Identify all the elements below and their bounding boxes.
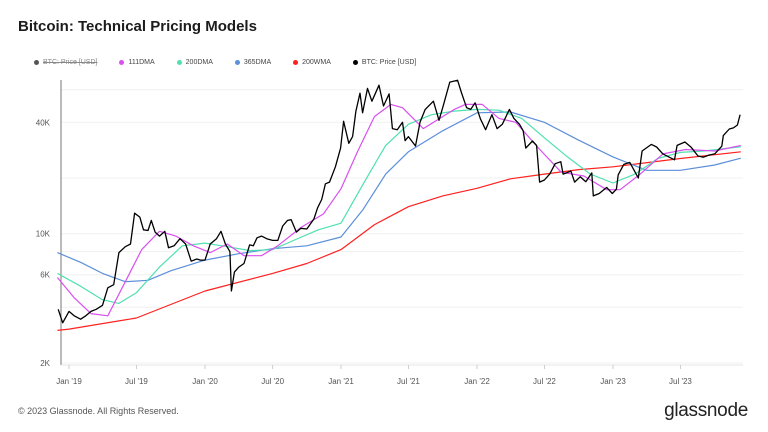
legend-dot xyxy=(352,60,358,65)
legend-label: 111DMA xyxy=(128,59,155,66)
x-tick-label: Jul '22 xyxy=(533,377,556,386)
x-tick-label: Jul '21 xyxy=(397,377,420,386)
legend-item-365dma[interactable]: 365DMA xyxy=(234,59,272,66)
x-tick-label: Jul '19 xyxy=(125,377,148,386)
legend-label: 365DMA xyxy=(243,59,272,66)
legend-dot xyxy=(293,60,299,65)
y-tick-label: 40K xyxy=(36,118,51,127)
x-tick-label: Jul '23 xyxy=(669,377,692,386)
legend-item-btc-price[interactable]: BTC: Price [USD] xyxy=(352,59,417,66)
legend-item-btc-price-disabled[interactable]: BTC: Price [USD] xyxy=(34,59,97,66)
chart-plot: 2K 6K 10K 40K Jan '19 Jul '19 Jan '20 Jul '20 Ja… xyxy=(36,79,743,386)
x-tick-label: Jan '21 xyxy=(328,377,354,386)
series-line-365dma xyxy=(57,111,741,283)
y-tick-label: 2K xyxy=(40,359,50,368)
series-line-btc-price-usd xyxy=(57,79,741,324)
legend-label: BTC: Price [USD] xyxy=(43,59,98,66)
y-tick-label: 10K xyxy=(36,230,51,239)
legend-item-200dma[interactable]: 200DMA xyxy=(176,59,213,66)
series-line-200wma xyxy=(57,151,741,331)
legend-dot xyxy=(34,60,39,65)
x-tick-label: Jul '20 xyxy=(261,377,284,386)
legend-dot xyxy=(176,60,182,65)
legend-item-111dma[interactable]: 111DMA xyxy=(119,59,155,66)
series-line-200dma xyxy=(57,108,741,304)
legend-item-200wma[interactable]: 200WMA xyxy=(293,59,331,66)
y-tick-label: 6K xyxy=(40,271,50,280)
glassnode-logo: glassnode xyxy=(664,400,748,421)
legend: BTC: Price [USD] 111DMA 200DMA 365DMA 20… xyxy=(34,59,438,66)
copyright: © 2023 Glassnode. All Rights Reserved. xyxy=(18,406,179,416)
x-tick-label: Jan '19 xyxy=(56,377,82,386)
x-tick-label: Jan '20 xyxy=(192,377,218,386)
x-tick-label: Jan '23 xyxy=(600,377,626,386)
x-tick-label: Jan '22 xyxy=(464,377,490,386)
legend-label: BTC: Price [USD] xyxy=(361,59,417,66)
series-line-111dma xyxy=(56,103,741,317)
legend-label: 200DMA xyxy=(185,59,213,66)
legend-label: 200WMA xyxy=(302,59,331,66)
chart-title: Bitcoin: Technical Pricing Models xyxy=(18,18,257,35)
legend-dot xyxy=(234,60,240,65)
legend-dot xyxy=(119,60,125,65)
